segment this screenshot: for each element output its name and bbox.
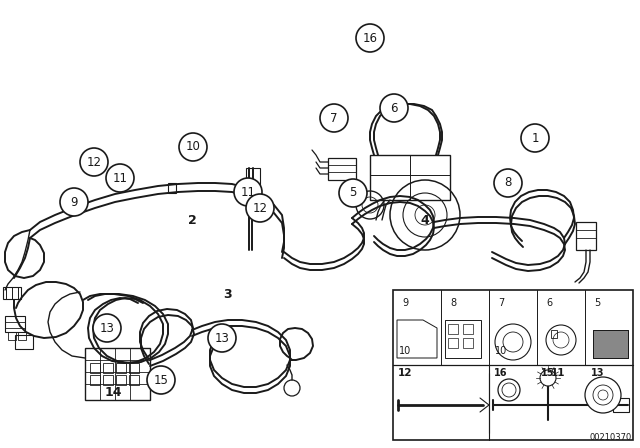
Circle shape [80, 148, 108, 176]
Text: 13: 13 [100, 322, 115, 335]
Text: 15: 15 [541, 368, 555, 378]
Bar [613, 398, 629, 412]
Bar [90, 363, 100, 373]
Circle shape [234, 178, 262, 206]
Text: 11: 11 [551, 368, 565, 378]
Bar [445, 320, 481, 358]
Circle shape [208, 324, 236, 352]
Bar [463, 338, 473, 348]
Bar [90, 375, 100, 385]
Text: 14: 14 [104, 385, 122, 399]
Bar [116, 363, 126, 373]
Circle shape [93, 314, 121, 342]
Text: 6: 6 [546, 298, 552, 308]
Bar [244, 186, 252, 196]
Text: 8: 8 [504, 177, 512, 190]
Bar [448, 324, 458, 334]
Text: 2: 2 [188, 214, 196, 227]
Text: 10: 10 [186, 141, 200, 154]
Text: 15: 15 [154, 374, 168, 387]
Circle shape [246, 194, 274, 222]
Circle shape [540, 370, 556, 386]
Circle shape [179, 133, 207, 161]
Text: 10: 10 [495, 346, 507, 356]
Text: 1: 1 [531, 132, 539, 145]
Bar [103, 375, 113, 385]
Circle shape [521, 124, 549, 152]
Bar [129, 363, 139, 373]
Bar [393, 290, 633, 440]
Text: 12: 12 [253, 202, 268, 215]
Text: 12: 12 [397, 368, 412, 378]
Bar [328, 158, 356, 180]
Text: 5: 5 [594, 298, 600, 308]
Bar [8, 332, 16, 340]
Circle shape [60, 188, 88, 216]
Text: 16: 16 [494, 368, 508, 378]
Text: 11: 11 [241, 185, 255, 198]
Circle shape [147, 366, 175, 394]
Bar [116, 375, 126, 385]
Text: 8: 8 [450, 298, 456, 308]
Text: 5: 5 [349, 186, 356, 199]
Text: 9: 9 [70, 195, 77, 208]
Text: 16: 16 [362, 31, 378, 44]
Circle shape [494, 169, 522, 197]
Bar [370, 155, 450, 200]
Text: 4: 4 [420, 214, 429, 227]
Text: 7: 7 [330, 112, 338, 125]
Text: 13: 13 [214, 332, 229, 345]
Bar [18, 332, 26, 340]
Bar [246, 168, 260, 190]
Text: 11: 11 [113, 172, 127, 185]
Circle shape [106, 164, 134, 192]
Circle shape [356, 24, 384, 52]
Text: 00210370: 00210370 [589, 433, 632, 442]
Text: 13: 13 [591, 368, 605, 378]
Circle shape [380, 94, 408, 122]
Circle shape [585, 377, 621, 413]
Bar [593, 330, 628, 358]
Text: 9: 9 [402, 298, 408, 308]
Text: 12: 12 [86, 155, 102, 168]
Bar [5, 316, 25, 332]
Bar [15, 335, 33, 349]
Text: 7: 7 [498, 298, 504, 308]
Bar [576, 222, 596, 250]
Bar [103, 363, 113, 373]
Bar [3, 287, 21, 299]
Bar [593, 330, 628, 358]
Bar [85, 348, 150, 400]
Bar [129, 375, 139, 385]
Bar [551, 330, 557, 338]
Text: 10: 10 [399, 346, 411, 356]
Circle shape [320, 104, 348, 132]
Text: 3: 3 [224, 289, 232, 302]
Circle shape [339, 179, 367, 207]
Bar [168, 183, 176, 193]
Circle shape [498, 379, 520, 401]
Text: 6: 6 [390, 102, 397, 115]
Bar [448, 338, 458, 348]
Bar [463, 324, 473, 334]
